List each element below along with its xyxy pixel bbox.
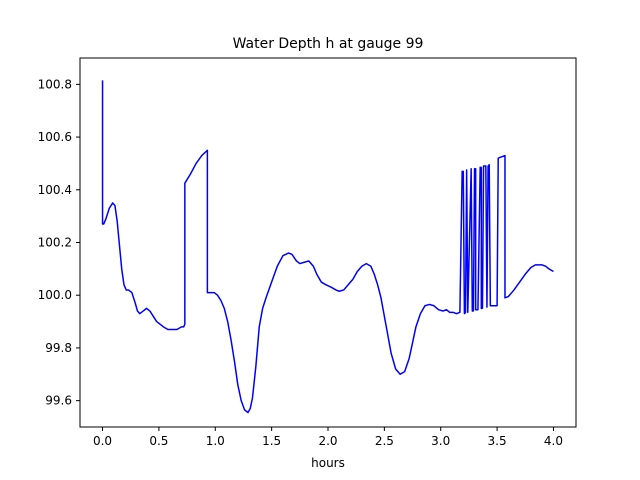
y-tick-label: 99.6 <box>45 394 72 408</box>
y-tick-label: 100.2 <box>38 236 72 250</box>
x-axis: 0.0 0.5 1.0 1.5 2.0 2.5 3.0 3.5 4.0 <box>93 427 563 448</box>
y-tick-label: 100.4 <box>38 183 72 197</box>
x-tick-label: 2.0 <box>318 434 337 448</box>
y-tick-label: 100.0 <box>38 288 72 302</box>
y-tick-label: 100.6 <box>38 130 72 144</box>
x-tick-label: 3.0 <box>431 434 450 448</box>
x-tick-label: 1.0 <box>206 434 225 448</box>
x-tick-label: 3.5 <box>488 434 507 448</box>
chart-title: Water Depth h at gauge 99 <box>233 36 424 52</box>
y-axis: 99.6 99.8 100.0 100.2 100.4 100.6 100.8 <box>38 77 80 408</box>
series-line-0 <box>101 80 554 414</box>
x-tick-label: 0.5 <box>149 434 168 448</box>
plot-area <box>101 80 554 414</box>
x-tick-label: 0.0 <box>93 434 112 448</box>
x-axis-label: hours <box>311 456 345 470</box>
x-tick-label: 1.5 <box>262 434 281 448</box>
x-tick-label: 4.0 <box>544 434 563 448</box>
x-tick-label: 2.5 <box>375 434 394 448</box>
y-tick-label: 100.8 <box>38 77 72 91</box>
y-tick-label: 99.8 <box>45 341 72 355</box>
